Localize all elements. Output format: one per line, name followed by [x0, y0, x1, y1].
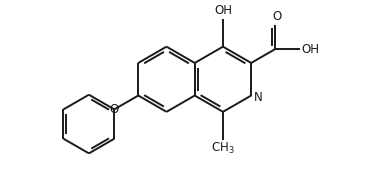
- Text: CH$_3$: CH$_3$: [211, 141, 235, 156]
- Text: OH: OH: [301, 43, 319, 56]
- Text: O: O: [110, 103, 119, 116]
- Text: OH: OH: [214, 4, 232, 17]
- Text: N: N: [254, 91, 262, 104]
- Text: O: O: [272, 10, 282, 23]
